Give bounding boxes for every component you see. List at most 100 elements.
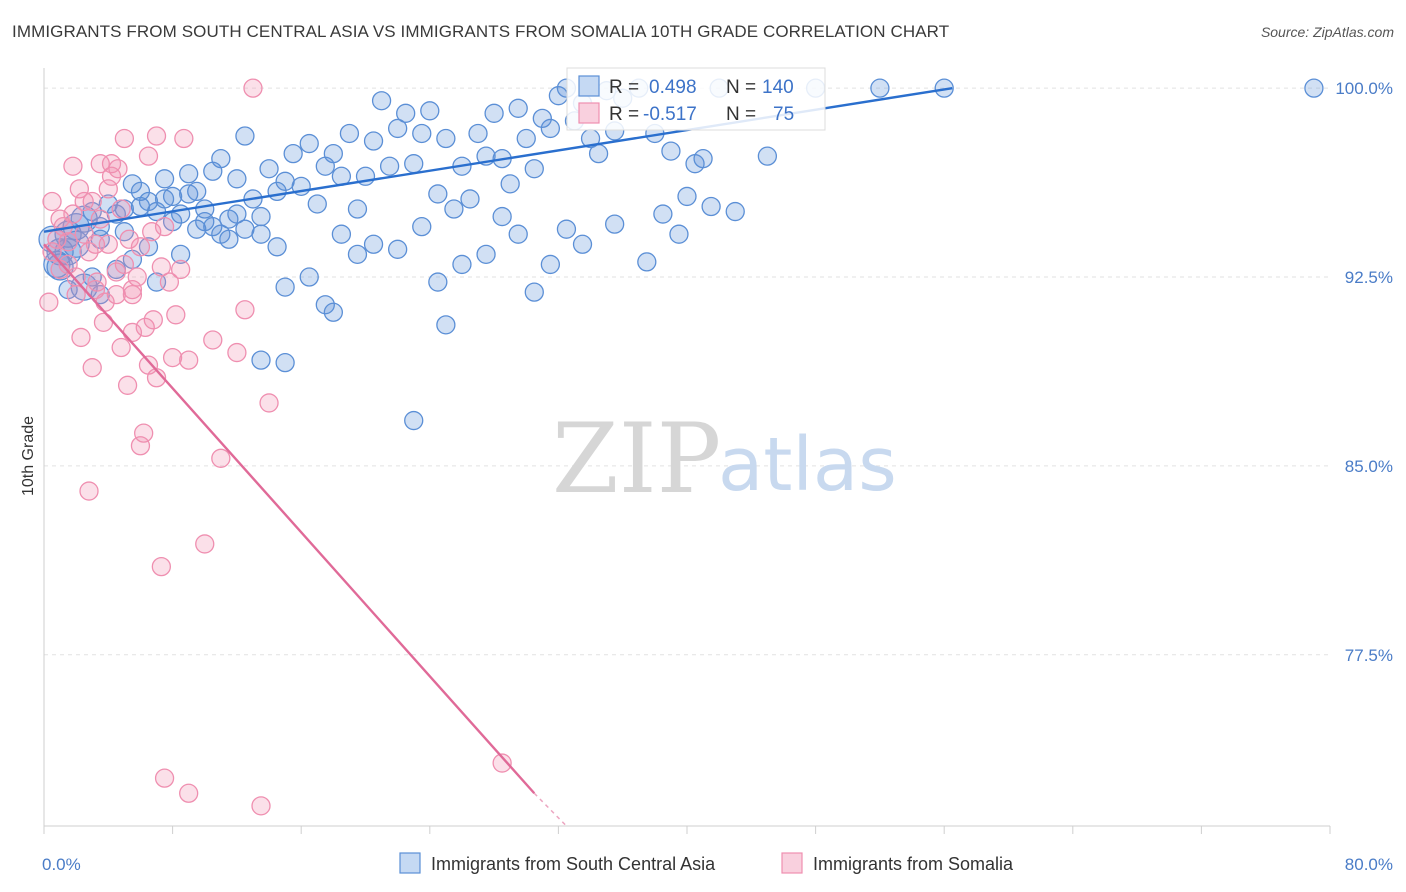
point-somalia xyxy=(174,128,194,149)
point-south-central-asia xyxy=(267,237,287,257)
point-south-central-asia xyxy=(412,123,432,144)
stats-box: R = 0.498 N = 140 R = -0.517 N = 75 xyxy=(566,67,826,131)
point-south-central-asia xyxy=(323,143,344,164)
point-south-central-asia xyxy=(436,315,456,335)
point-somalia xyxy=(58,232,78,252)
axes xyxy=(43,68,1331,834)
point-south-central-asia xyxy=(275,352,295,373)
point-somalia xyxy=(259,393,279,413)
point-somalia xyxy=(127,267,147,287)
stats-n-label: N = xyxy=(726,104,756,125)
point-somalia xyxy=(114,254,135,275)
point-south-central-asia xyxy=(387,118,408,139)
point-somalia xyxy=(108,159,128,179)
point-somalia xyxy=(154,768,175,788)
stats-n-label: N = xyxy=(726,77,756,98)
point-south-central-asia xyxy=(82,201,102,222)
point-somalia xyxy=(492,753,512,773)
point-somalia xyxy=(143,310,163,330)
point-somalia xyxy=(138,146,159,166)
point-south-central-asia xyxy=(468,123,488,144)
point-south-central-asia xyxy=(444,199,464,219)
point-somalia xyxy=(227,342,247,363)
point-south-central-asia xyxy=(701,196,721,217)
point-south-central-asia xyxy=(122,174,143,194)
trend-line-somalia xyxy=(43,243,536,795)
point-south-central-asia xyxy=(259,159,279,179)
point-somalia xyxy=(111,337,131,358)
point-somalia xyxy=(90,209,110,229)
point-south-central-asia xyxy=(492,206,512,227)
point-south-central-asia xyxy=(187,219,207,239)
legend-item-somalia: Immigrants from Somalia xyxy=(781,852,1014,874)
point-somalia xyxy=(93,312,114,332)
data-points xyxy=(38,78,1324,816)
point-south-central-asia xyxy=(428,272,448,292)
legend-label: Immigrants from South Central Asia xyxy=(431,854,716,874)
y-tick-label: 100.0% xyxy=(1335,79,1393,98)
point-somalia xyxy=(203,330,223,350)
point-south-central-asia xyxy=(227,169,247,189)
y-axis-label: 10th Grade xyxy=(20,416,37,496)
point-south-central-asia xyxy=(283,143,303,164)
point-south-central-asia xyxy=(211,149,231,169)
point-south-central-asia xyxy=(379,156,400,176)
point-somalia xyxy=(50,209,70,229)
point-somalia xyxy=(195,534,215,554)
point-south-central-asia xyxy=(195,211,215,232)
x-tick-label: 0.0% xyxy=(42,855,81,874)
point-south-central-asia xyxy=(412,217,432,237)
point-south-central-asia xyxy=(275,171,295,191)
point-south-central-asia xyxy=(235,126,255,146)
point-somalia xyxy=(142,222,162,242)
point-somalia xyxy=(134,423,154,443)
point-south-central-asia xyxy=(508,98,528,118)
point-somalia xyxy=(211,448,231,468)
point-somalia xyxy=(151,257,171,277)
stats-swatch-pink xyxy=(578,102,600,124)
point-somalia xyxy=(130,237,151,257)
point-south-central-asia xyxy=(677,186,697,207)
point-somalia xyxy=(130,436,151,456)
point-somalia xyxy=(117,375,138,395)
point-south-central-asia xyxy=(371,91,392,111)
legend-swatch-pink xyxy=(781,852,803,874)
point-south-central-asia xyxy=(251,224,271,244)
point-south-central-asia xyxy=(420,101,440,121)
point-south-central-asia xyxy=(404,410,424,431)
point-south-central-asia xyxy=(363,131,384,151)
point-somalia xyxy=(63,156,83,176)
point-somalia xyxy=(39,292,59,312)
stats-r-label: R = xyxy=(609,104,639,125)
point-somalia xyxy=(71,327,91,348)
point-south-central-asia xyxy=(588,143,609,164)
point-south-central-asia xyxy=(1304,78,1324,98)
point-south-central-asia xyxy=(605,214,625,234)
point-south-central-asia xyxy=(653,204,673,224)
point-somalia xyxy=(106,284,126,305)
point-south-central-asia xyxy=(347,244,368,265)
point-south-central-asia xyxy=(757,146,778,166)
point-south-central-asia xyxy=(339,123,360,144)
stats-n-value: 75 xyxy=(773,104,794,125)
point-south-central-asia xyxy=(540,254,561,275)
point-somalia xyxy=(119,229,139,249)
point-south-central-asia xyxy=(637,252,657,272)
point-somalia xyxy=(106,262,126,282)
point-south-central-asia xyxy=(436,128,456,149)
point-south-central-asia xyxy=(179,164,199,184)
point-south-central-asia xyxy=(556,219,577,239)
point-south-central-asia xyxy=(138,191,159,212)
point-south-central-asia xyxy=(130,181,151,202)
point-south-central-asia xyxy=(476,244,496,265)
legend-swatch-blue xyxy=(399,852,421,874)
point-somalia xyxy=(162,347,183,368)
point-south-central-asia xyxy=(227,204,247,224)
point-somalia xyxy=(87,272,107,292)
point-somalia xyxy=(79,481,99,501)
point-south-central-asia xyxy=(138,237,159,257)
point-somalia xyxy=(243,78,263,98)
point-south-central-asia xyxy=(532,108,552,129)
point-somalia xyxy=(146,126,167,146)
tick-labels: 100.0% 92.5% 85.0% 77.5% 0.0% 80.0% xyxy=(42,79,1393,874)
